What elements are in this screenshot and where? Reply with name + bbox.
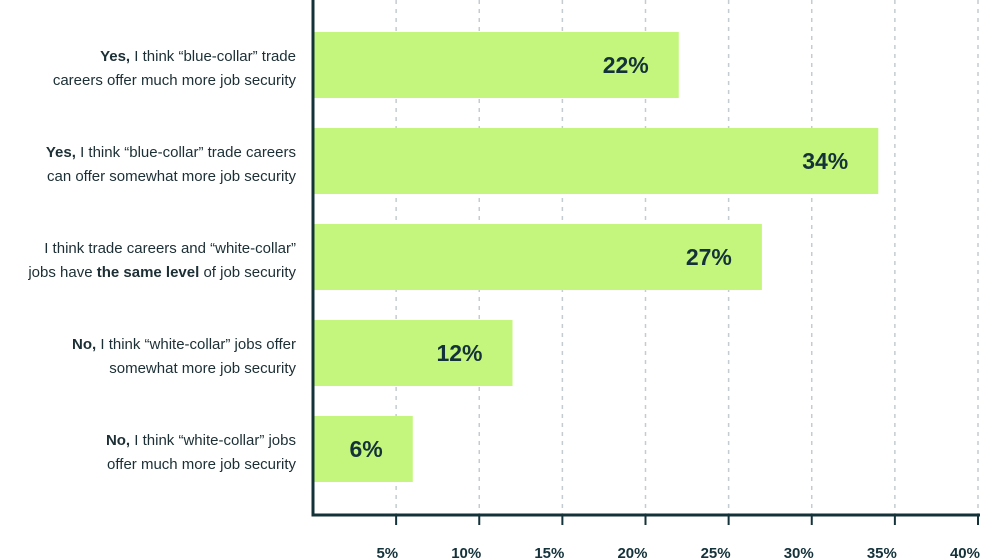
category-label-2: I think trade careers and “white-collar”… <box>27 240 296 281</box>
bar-1 <box>313 128 879 194</box>
x-tick-label-40: 40% <box>950 545 980 560</box>
value-label-4: 6% <box>350 436 383 462</box>
category-label-0: Yes, I think “blue-collar” trade careers … <box>53 48 297 89</box>
category-label-4: No, I think “white-collar” jobs offer muc… <box>106 432 297 473</box>
x-tick-label-35: 35% <box>867 545 897 560</box>
bar-4 <box>313 416 413 482</box>
category-label-1: Yes, I think “blue-collar” trade careers… <box>46 144 297 185</box>
value-label-2: 27% <box>686 244 732 270</box>
bar-0 <box>313 32 679 98</box>
value-label-1: 34% <box>802 148 848 174</box>
x-tick-label-5: 5% <box>376 545 398 560</box>
value-label-0: 22% <box>603 52 649 78</box>
category-label-3: No, I think “white-collar” jobs offer som… <box>72 336 296 377</box>
x-tick-label-20: 20% <box>617 545 647 560</box>
x-tick-label-30: 30% <box>784 545 814 560</box>
x-tick-label-25: 25% <box>701 545 731 560</box>
value-label-3: 12% <box>436 340 482 366</box>
bars: 22% 34% 27% 12% 6% <box>313 32 879 482</box>
category-labels: Yes, I think “blue-collar” trade careers … <box>27 48 296 473</box>
bar-2 <box>313 224 762 290</box>
x-tick-label-10: 10% <box>451 545 481 560</box>
x-tick-labels: 5% 10% 15% 20% 25% 30% 35% 40% <box>376 515 980 560</box>
bar-3 <box>313 320 513 386</box>
x-tick-label-15: 15% <box>534 545 564 560</box>
